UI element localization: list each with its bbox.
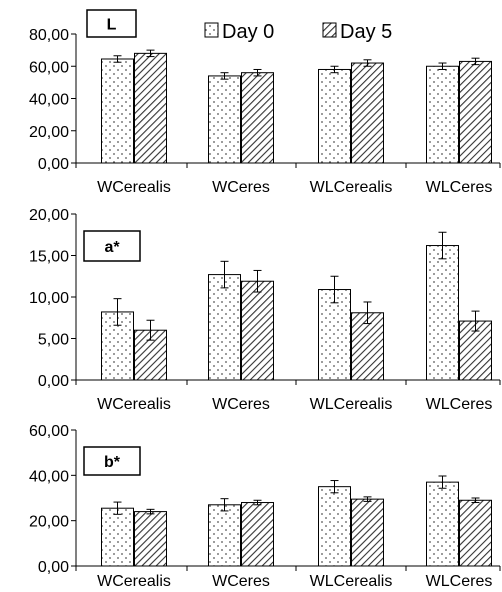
panel-label: L bbox=[107, 17, 117, 34]
y-tick-label: 5,00 bbox=[38, 332, 69, 349]
panel-label: a* bbox=[104, 239, 120, 256]
y-tick-label: 15,00 bbox=[29, 249, 69, 266]
y-tick-label: 0,00 bbox=[38, 559, 69, 576]
bar-day0-wceres bbox=[208, 75, 241, 164]
bar-day0-wlcerealis bbox=[318, 486, 351, 567]
chart-panel-3: 0,00 20,00 40,00 60,00 WCerealis WCeres WLCere… bbox=[29, 423, 501, 590]
x-tick-label: WLCeres bbox=[426, 573, 493, 590]
bar-day0-wlcerealis bbox=[318, 68, 351, 164]
bar-day5-wlcerealis bbox=[351, 62, 384, 164]
legend-swatch-day0 bbox=[204, 22, 219, 38]
panel-label-box bbox=[83, 446, 141, 476]
y-tick-label: 60,00 bbox=[29, 423, 69, 440]
bar-day0-wceres bbox=[208, 504, 241, 567]
bar-day0-wcerealis bbox=[101, 58, 134, 164]
x-tick-label: WCerealis bbox=[97, 573, 171, 590]
bar-day0-wceres bbox=[208, 274, 241, 381]
y-tick-label: 20,00 bbox=[29, 514, 69, 531]
legend-swatch-day5 bbox=[322, 22, 337, 38]
bar-day5-wceres bbox=[241, 72, 274, 164]
x-tick-label: WLCeres bbox=[426, 396, 493, 413]
chart-panel-2: 0,00 5,00 10,00 15,00 20,00 WCerealis WCeres WL… bbox=[29, 207, 501, 413]
x-tick-label: WCerealis bbox=[97, 179, 171, 196]
bar-day5-wcerealis bbox=[134, 52, 167, 164]
bar-day0-wcerealis bbox=[101, 507, 134, 567]
x-tick-label: WLCerealis bbox=[310, 573, 393, 590]
chart-legend: Day 0 Day 5 bbox=[204, 21, 392, 43]
bar-day0-wlcerealis bbox=[318, 289, 351, 381]
y-tick-label: 20,00 bbox=[29, 124, 69, 141]
panel-label: b* bbox=[104, 454, 121, 471]
y-tick-label: 0,00 bbox=[38, 156, 69, 173]
bar-day0-wlceres bbox=[426, 245, 459, 381]
panel-label-box bbox=[86, 9, 137, 38]
bar-day5-wceres bbox=[241, 280, 274, 381]
y-tick-label: 40,00 bbox=[29, 92, 69, 109]
x-tick-label: WLCerealis bbox=[310, 396, 393, 413]
x-tick-label: WCerealis bbox=[97, 396, 171, 413]
x-tick-label: WCeres bbox=[212, 396, 270, 413]
y-tick-label: 40,00 bbox=[29, 468, 69, 485]
bar-day0-wlceres bbox=[426, 65, 459, 164]
x-tick-label: WLCeres bbox=[426, 179, 493, 196]
bar-day5-wcerealis bbox=[134, 511, 167, 567]
bar-day0-wlceres bbox=[426, 481, 459, 567]
bar-day5-wceres bbox=[241, 502, 274, 567]
panel-label-box bbox=[83, 230, 141, 262]
y-tick-label: 60,00 bbox=[29, 59, 69, 76]
legend-label-day5: Day 5 bbox=[340, 21, 392, 43]
bar-day5-wlceres bbox=[459, 60, 492, 164]
legend-label-day0: Day 0 bbox=[222, 21, 274, 43]
bar-day5-wlcerealis bbox=[351, 498, 384, 567]
bar-day5-wlceres bbox=[459, 499, 492, 567]
x-tick-label: WLCerealis bbox=[310, 179, 393, 196]
chart-panel-1: 0,00 20,00 40,00 60,00 80,00 WCerealis WCeres W… bbox=[29, 9, 501, 196]
y-tick-label: 0,00 bbox=[38, 373, 69, 390]
y-tick-label: 10,00 bbox=[29, 290, 69, 307]
y-tick-label: 80,00 bbox=[29, 27, 69, 44]
x-tick-label: WCeres bbox=[212, 179, 270, 196]
x-tick-label: WCeres bbox=[212, 573, 270, 590]
y-tick-label: 20,00 bbox=[29, 207, 69, 224]
